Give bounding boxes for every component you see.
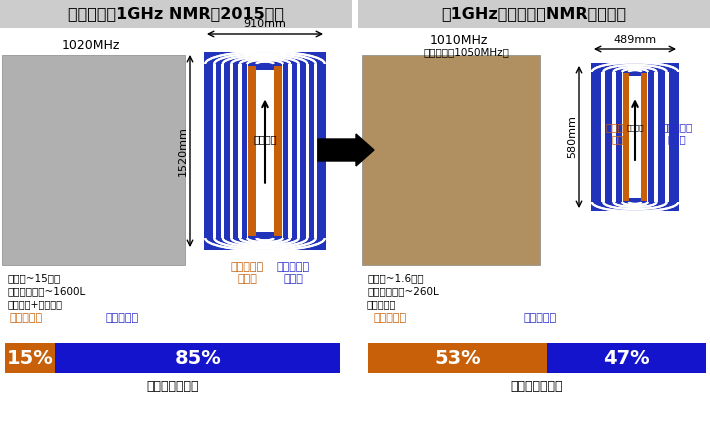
Text: コイル: コイル xyxy=(611,134,630,144)
Text: 低温超電導: 低温超電導 xyxy=(105,313,138,323)
Text: 15%: 15% xyxy=(7,348,53,368)
Text: 高温超電導: 高温超電導 xyxy=(373,313,406,323)
Bar xyxy=(212,60,216,242)
Text: 高温超電導: 高温超電導 xyxy=(10,313,43,323)
Bar xyxy=(273,66,282,236)
Bar xyxy=(622,69,623,205)
Bar xyxy=(368,343,547,373)
Text: 中心磁場の分担: 中心磁場の分担 xyxy=(146,380,199,393)
Text: コイル: コイル xyxy=(237,274,257,284)
Text: 中心磁場: 中心磁場 xyxy=(253,134,277,144)
Bar xyxy=(55,343,340,373)
Bar xyxy=(246,60,248,242)
Text: 低温超電導: 低温超電導 xyxy=(523,313,556,323)
Bar xyxy=(229,60,233,242)
Text: コイル: コイル xyxy=(283,274,303,284)
Bar xyxy=(5,343,55,373)
Text: 489mm: 489mm xyxy=(613,35,657,45)
Text: コイル: コイル xyxy=(667,134,687,144)
Text: 1010MHz: 1010MHz xyxy=(430,33,488,47)
Bar xyxy=(641,73,648,201)
Bar xyxy=(591,63,679,211)
Bar xyxy=(665,69,669,205)
Bar xyxy=(221,60,224,242)
Text: 1520mm: 1520mm xyxy=(178,126,188,176)
Bar xyxy=(248,66,256,236)
Text: 中心磁場の分担: 中心磁場の分担 xyxy=(510,380,563,393)
Bar xyxy=(623,73,629,201)
Text: 総重量~1.6トン: 総重量~1.6トン xyxy=(367,273,424,283)
Text: 超1GHzコンパクトNMR（今回）: 超1GHzコンパクトNMR（今回） xyxy=(442,6,626,21)
Text: （設計磁場1050MHz）: （設計磁場1050MHz） xyxy=(424,47,510,57)
Bar xyxy=(314,60,317,242)
Bar xyxy=(547,343,706,373)
Bar xyxy=(358,0,710,28)
Text: （常流動）: （常流動） xyxy=(367,299,396,309)
Text: 85%: 85% xyxy=(174,348,221,368)
Text: 47%: 47% xyxy=(604,348,650,368)
Bar xyxy=(655,69,658,205)
Text: 910mm: 910mm xyxy=(244,19,286,29)
Text: 低温超電導: 低温超電導 xyxy=(276,262,310,272)
Bar xyxy=(601,69,606,205)
Text: 中心磁場: 中心磁場 xyxy=(626,125,644,131)
Text: 低温超電導: 低温超電導 xyxy=(662,122,693,132)
Bar xyxy=(591,202,679,211)
Bar xyxy=(629,76,641,198)
Text: 1020MHz: 1020MHz xyxy=(62,39,121,51)
Bar xyxy=(0,0,352,28)
Bar xyxy=(305,60,309,242)
Text: 580mm: 580mm xyxy=(567,116,577,158)
Text: 高温超電導: 高温超電導 xyxy=(231,262,263,272)
Bar xyxy=(204,52,326,250)
Bar xyxy=(297,60,300,242)
Text: 液体ヘリウム~1600L: 液体ヘリウム~1600L xyxy=(8,286,86,296)
Bar xyxy=(288,60,292,242)
Bar xyxy=(282,60,283,242)
Bar xyxy=(204,238,326,250)
Bar xyxy=(2,55,185,265)
Bar xyxy=(204,52,326,64)
Text: 高温超電導: 高温超電導 xyxy=(606,122,637,132)
Text: 世界初の超1GHz NMR（2015年）: 世界初の超1GHz NMR（2015年） xyxy=(68,6,284,21)
Text: 総重量~15トン: 総重量~15トン xyxy=(8,273,61,283)
Text: 53%: 53% xyxy=(435,348,481,368)
Bar xyxy=(611,69,616,205)
Bar xyxy=(591,63,679,72)
Bar xyxy=(362,55,540,265)
FancyArrow shape xyxy=(318,134,374,166)
Bar xyxy=(256,70,273,232)
Bar xyxy=(238,60,241,242)
Text: 液体ヘリウム~260L: 液体ヘリウム~260L xyxy=(367,286,439,296)
Text: （常流動+超流動）: （常流動+超流動） xyxy=(8,299,63,309)
